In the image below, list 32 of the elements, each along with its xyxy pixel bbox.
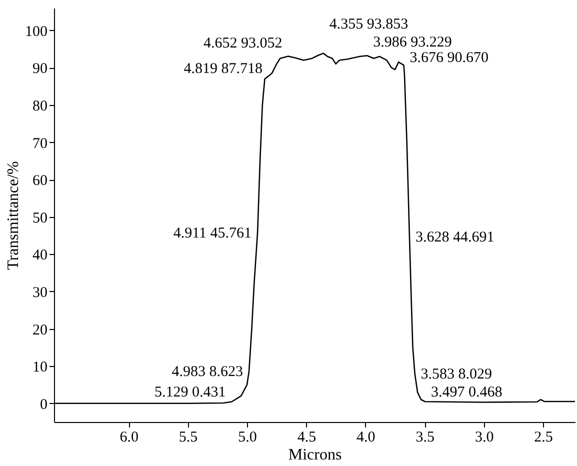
annotation: 3.583 8.029 [420, 366, 492, 382]
y-tick-label: 20 [32, 322, 48, 338]
x-tick-label: 4.0 [356, 430, 376, 446]
annotation: 3.497 0.468 [430, 384, 502, 401]
y-axis-title: Transmittance/% [5, 161, 22, 270]
x-tick-label: 5.0 [238, 430, 257, 446]
y-tick-label: 50 [32, 210, 48, 226]
x-tick-label: 6.0 [120, 430, 138, 446]
y-tick-label: 30 [32, 284, 48, 301]
annotation: 3.986 93.229 [373, 34, 452, 51]
x-tick-label: 4.5 [297, 430, 316, 446]
y-tick-label: 60 [32, 173, 48, 190]
x-tick-label: 2.5 [534, 430, 553, 446]
x-tick-label: 5.5 [178, 430, 198, 446]
x-tick-label: 3.0 [474, 430, 494, 446]
annotation: 4.911 45.761 [173, 226, 252, 242]
y-tick-label: 100 [25, 24, 48, 40]
annotation: 5.129 0.431 [154, 384, 226, 401]
x-tick-label: 3.5 [416, 430, 434, 446]
y-tick-label: 70 [32, 136, 48, 152]
annotation: 4.983 8.623 [172, 364, 244, 380]
x-axis-title: Microns [288, 446, 342, 464]
y-tick-label: 80 [32, 98, 48, 114]
y-tick-label: 10 [32, 360, 48, 376]
annotation: 4.819 87.718 [184, 61, 262, 78]
y-tick-label: 0 [40, 396, 48, 413]
y-tick-label: 40 [32, 248, 48, 264]
annotation: 3.676 90.670 [410, 50, 489, 66]
annotation: 3.628 44.691 [415, 230, 494, 246]
annotation: 4.355 93.853 [329, 16, 408, 32]
y-tick-label: 90 [32, 61, 48, 78]
annotation: 4.652 93.052 [203, 35, 282, 52]
